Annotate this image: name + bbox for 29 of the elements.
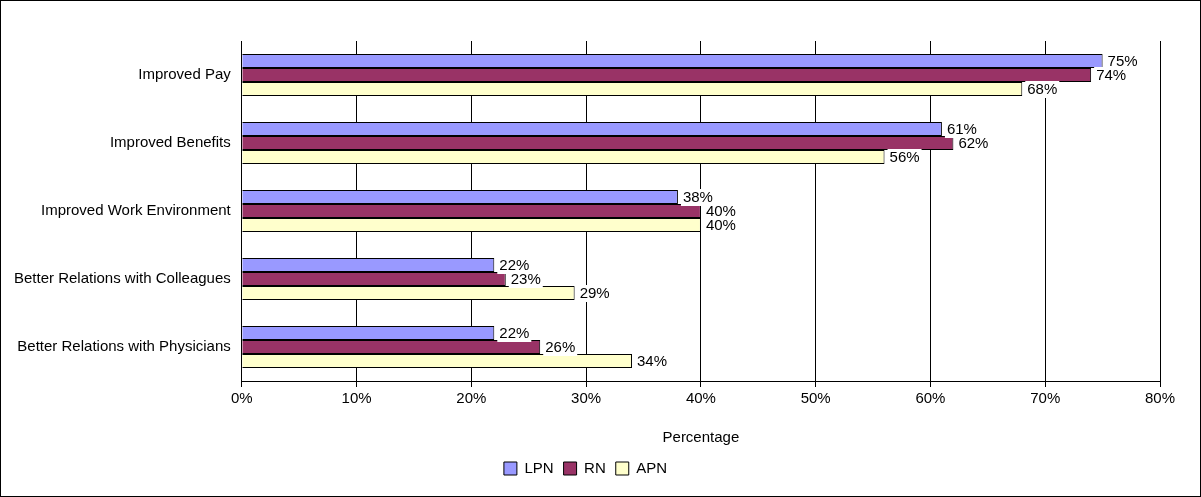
data-label: 29% [579,284,610,302]
y-tick-label: Better Relations with Physicians [17,337,231,355]
y-tick-label: Better Relations with Colleagues [13,269,231,287]
x-tick-label: 30% [571,389,602,407]
y-tick-label: Improved Pay [138,65,232,83]
x-tick-label: 20% [456,389,487,407]
data-label: 56% [889,148,920,166]
y-tick-label: Improved Benefits [109,133,231,151]
x-tick-label: 60% [915,389,946,407]
legend-label: LPN [524,458,554,476]
y-tick-label: Improved Work Environment [40,201,232,219]
data-label: 22% [499,324,530,342]
x-axis-title: Percentage [662,428,740,446]
data-label: 22% [499,256,530,274]
data-label: 74% [1096,66,1127,84]
data-label: 26% [545,338,576,356]
data-label: 23% [510,270,541,288]
legend-label: APN [636,458,668,476]
data-label: 68% [1027,80,1058,98]
x-tick-label: 40% [685,389,716,407]
x-tick-label: 0% [230,389,253,407]
x-tick-label: 10% [341,389,372,407]
x-tick-label: 80% [1144,389,1176,407]
data-label: 34% [637,352,668,370]
data-label: 38% [682,188,713,206]
data-label: 61% [946,120,977,138]
x-tick-label: 50% [800,389,831,407]
x-tick-label: 70% [1030,389,1061,407]
legend-label: RN [584,458,606,476]
